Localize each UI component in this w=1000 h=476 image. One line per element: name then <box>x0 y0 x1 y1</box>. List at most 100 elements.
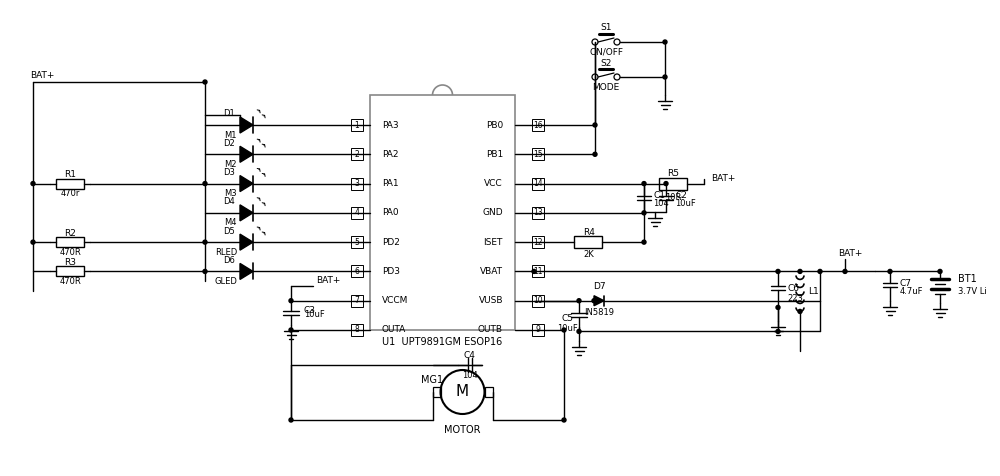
Text: D6: D6 <box>223 256 235 265</box>
Text: GLED: GLED <box>214 277 237 286</box>
Circle shape <box>663 75 667 79</box>
Circle shape <box>642 181 646 186</box>
Bar <box>532 324 544 336</box>
Text: C1: C1 <box>653 191 665 200</box>
Text: 8: 8 <box>355 326 359 335</box>
Bar <box>532 178 544 189</box>
Text: 14: 14 <box>533 179 543 188</box>
Polygon shape <box>240 146 253 162</box>
Text: BT1: BT1 <box>958 275 977 285</box>
Text: BAT+: BAT+ <box>30 70 54 79</box>
Bar <box>532 236 544 248</box>
Text: VUSB: VUSB <box>479 296 503 305</box>
Bar <box>351 295 363 307</box>
Text: MG1: MG1 <box>421 375 444 385</box>
Text: R2: R2 <box>64 228 76 238</box>
Bar <box>659 178 687 189</box>
Circle shape <box>938 269 942 273</box>
Polygon shape <box>240 205 253 221</box>
Circle shape <box>843 269 847 273</box>
Text: VBAT: VBAT <box>480 267 503 276</box>
Text: C3: C3 <box>304 306 316 315</box>
Text: 2: 2 <box>355 150 359 159</box>
Text: PB1: PB1 <box>486 150 503 159</box>
Circle shape <box>31 181 35 186</box>
Circle shape <box>203 240 207 244</box>
Text: PD3: PD3 <box>382 267 400 276</box>
Polygon shape <box>594 296 604 306</box>
Text: PA1: PA1 <box>382 179 399 188</box>
Text: L1: L1 <box>808 287 819 296</box>
Text: ON/OFF: ON/OFF <box>589 48 623 57</box>
Text: 223: 223 <box>787 294 803 303</box>
Text: BAT+: BAT+ <box>316 276 340 285</box>
Bar <box>351 207 363 219</box>
Text: C6: C6 <box>787 284 799 293</box>
Text: VCC: VCC <box>484 179 503 188</box>
Bar <box>574 236 602 248</box>
Text: D1: D1 <box>223 109 235 119</box>
Bar <box>532 207 544 219</box>
Text: 470r: 470r <box>60 189 80 198</box>
Text: BAT+: BAT+ <box>711 174 735 183</box>
Bar <box>351 236 363 248</box>
Text: S1: S1 <box>600 23 612 32</box>
Circle shape <box>776 329 780 333</box>
Text: VCCM: VCCM <box>382 296 408 305</box>
Text: 10uF: 10uF <box>675 199 696 208</box>
Text: U1  UPT9891GM ESOP16: U1 UPT9891GM ESOP16 <box>382 337 503 347</box>
Circle shape <box>203 181 207 186</box>
Polygon shape <box>240 117 253 133</box>
Text: ISET: ISET <box>484 238 503 247</box>
Circle shape <box>203 80 207 84</box>
Text: 104: 104 <box>462 370 477 379</box>
Bar <box>484 387 492 397</box>
Circle shape <box>642 211 646 215</box>
Text: 13: 13 <box>533 208 543 218</box>
Circle shape <box>663 40 667 44</box>
Circle shape <box>593 123 597 127</box>
Text: M4: M4 <box>224 218 237 228</box>
Text: 10: 10 <box>533 296 543 305</box>
Text: R3: R3 <box>64 258 76 267</box>
Text: C2: C2 <box>675 191 687 200</box>
Text: 1: 1 <box>355 120 359 129</box>
Text: BAT+: BAT+ <box>838 249 862 258</box>
Text: PA3: PA3 <box>382 120 399 129</box>
Text: M: M <box>456 385 469 399</box>
Text: MODE: MODE <box>592 82 620 91</box>
Circle shape <box>776 269 780 273</box>
Text: D5: D5 <box>223 227 235 236</box>
Text: PB0: PB0 <box>486 120 503 129</box>
Text: 10uF: 10uF <box>304 310 325 319</box>
Circle shape <box>203 269 207 273</box>
Circle shape <box>642 240 646 244</box>
Text: PA2: PA2 <box>382 150 398 159</box>
Bar <box>532 295 544 307</box>
Circle shape <box>532 269 536 273</box>
Text: OUTB: OUTB <box>478 326 503 335</box>
Text: MOTOR: MOTOR <box>444 425 481 435</box>
Bar <box>56 178 84 188</box>
Circle shape <box>562 418 566 422</box>
Text: 16: 16 <box>533 120 543 129</box>
Text: C5: C5 <box>561 314 573 323</box>
Circle shape <box>289 299 293 303</box>
Text: 3: 3 <box>355 179 359 188</box>
Bar <box>370 95 515 330</box>
Bar <box>532 266 544 278</box>
Circle shape <box>592 299 596 303</box>
Bar <box>432 387 440 397</box>
Text: R4: R4 <box>583 228 595 237</box>
Circle shape <box>593 152 597 156</box>
Text: PD2: PD2 <box>382 238 400 247</box>
Text: 11: 11 <box>533 267 543 276</box>
Polygon shape <box>240 234 253 250</box>
Circle shape <box>664 181 668 186</box>
Text: M1: M1 <box>224 130 237 139</box>
Text: 3.7V Li: 3.7V Li <box>958 287 987 296</box>
Bar <box>351 149 363 160</box>
Text: 10R: 10R <box>665 193 681 202</box>
Text: 10uF: 10uF <box>557 324 577 333</box>
Bar <box>351 178 363 189</box>
